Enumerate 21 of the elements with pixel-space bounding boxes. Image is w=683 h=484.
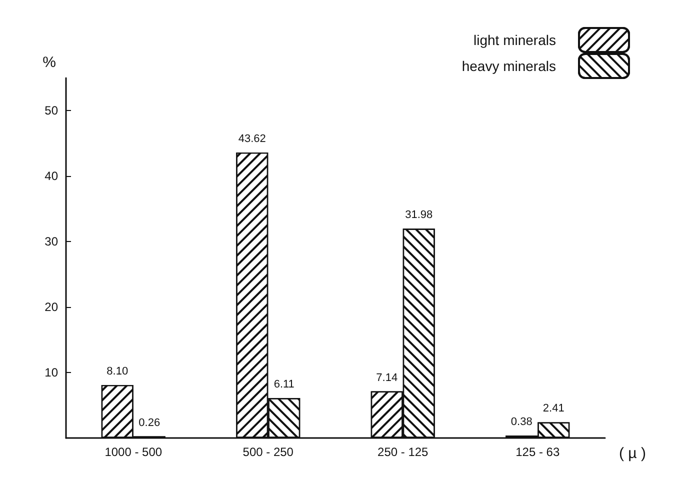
x-tick-label: 1000 - 500 bbox=[104, 445, 162, 459]
data-label: 2.41 bbox=[542, 402, 564, 415]
x-tick-label: 250 - 125 bbox=[378, 445, 429, 459]
data-label: 7.14 bbox=[376, 372, 398, 384]
x-tick-label: 125 - 63 bbox=[516, 445, 560, 459]
data-label: 31.98 bbox=[405, 209, 433, 222]
y-tick-label: 50 bbox=[44, 104, 58, 118]
y-tick-label: 40 bbox=[44, 169, 58, 184]
data-label: 6.11 bbox=[274, 378, 294, 391]
y-tick-label: 30 bbox=[44, 234, 58, 249]
data-label: 43.62 bbox=[238, 132, 266, 145]
y-tick-label: 20 bbox=[44, 300, 58, 314]
legend-label: light minerals bbox=[474, 32, 556, 48]
y-tick-label: 10 bbox=[44, 366, 58, 380]
data-label: 0.26 bbox=[138, 416, 160, 429]
data-label: 0.38 bbox=[510, 416, 532, 428]
y-axis-title: % bbox=[42, 54, 56, 71]
x-tick-label: 500 - 250 bbox=[242, 445, 294, 459]
x-axis-title: ( µ ) bbox=[619, 445, 646, 462]
data-label: 8.10 bbox=[106, 365, 128, 378]
legend-label: heavy minerals bbox=[462, 58, 556, 74]
